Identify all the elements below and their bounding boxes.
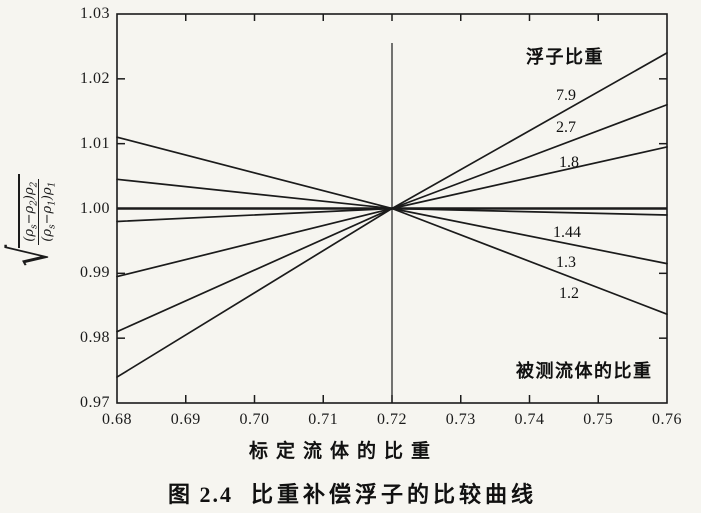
x-axis-label: 标定流体的比重 — [249, 441, 439, 462]
measured-fluid-group-label: 被测流体的比重 — [516, 361, 653, 381]
x-tick-label: 0.72 — [377, 411, 407, 428]
x-tick-label: 0.71 — [308, 411, 339, 428]
y-tick-label: 1.02 — [80, 69, 110, 87]
curve-1.2 — [116, 136, 668, 316]
curve-label-1-8: 1.8 — [559, 154, 579, 171]
y-tick-label: 1.01 — [80, 134, 110, 152]
x-tick-label: 0.75 — [583, 411, 614, 428]
caption-number: 图 2.4 — [168, 482, 234, 507]
y-tick-label: 0.98 — [80, 329, 110, 347]
figure-caption: 图 2.4 比重补偿浮子的比较曲线 — [168, 477, 537, 509]
x-tick-label: 0.74 — [514, 411, 545, 428]
x-tick-label: 0.73 — [445, 411, 476, 428]
x-tick-label: 0.70 — [239, 411, 270, 428]
x-tick-label: 0.68 — [102, 411, 132, 428]
y-tick-label: 1.00 — [80, 199, 110, 217]
float-gravity-group-label: 浮子比重 — [526, 47, 604, 67]
curve-label-7-9: 7.9 — [556, 87, 576, 104]
y-tick-label: 1.03 — [80, 5, 110, 22]
curve-label-1-2: 1.2 — [559, 285, 579, 302]
sqrt-radical-icon: √ — [0, 244, 61, 267]
curve-label-2-7: 2.7 — [556, 119, 576, 136]
curve-label-1-3: 1.3 — [556, 254, 576, 271]
curve-label-1-44: 1.44 — [553, 224, 581, 241]
caption-title: 比重补偿浮子的比较曲线 — [251, 482, 538, 507]
x-tick-label: 0.76 — [652, 411, 682, 428]
x-tick-label: 0.69 — [170, 411, 201, 428]
y-tick-label: 0.99 — [80, 264, 110, 282]
y-tick-label: 0.97 — [80, 394, 110, 411]
